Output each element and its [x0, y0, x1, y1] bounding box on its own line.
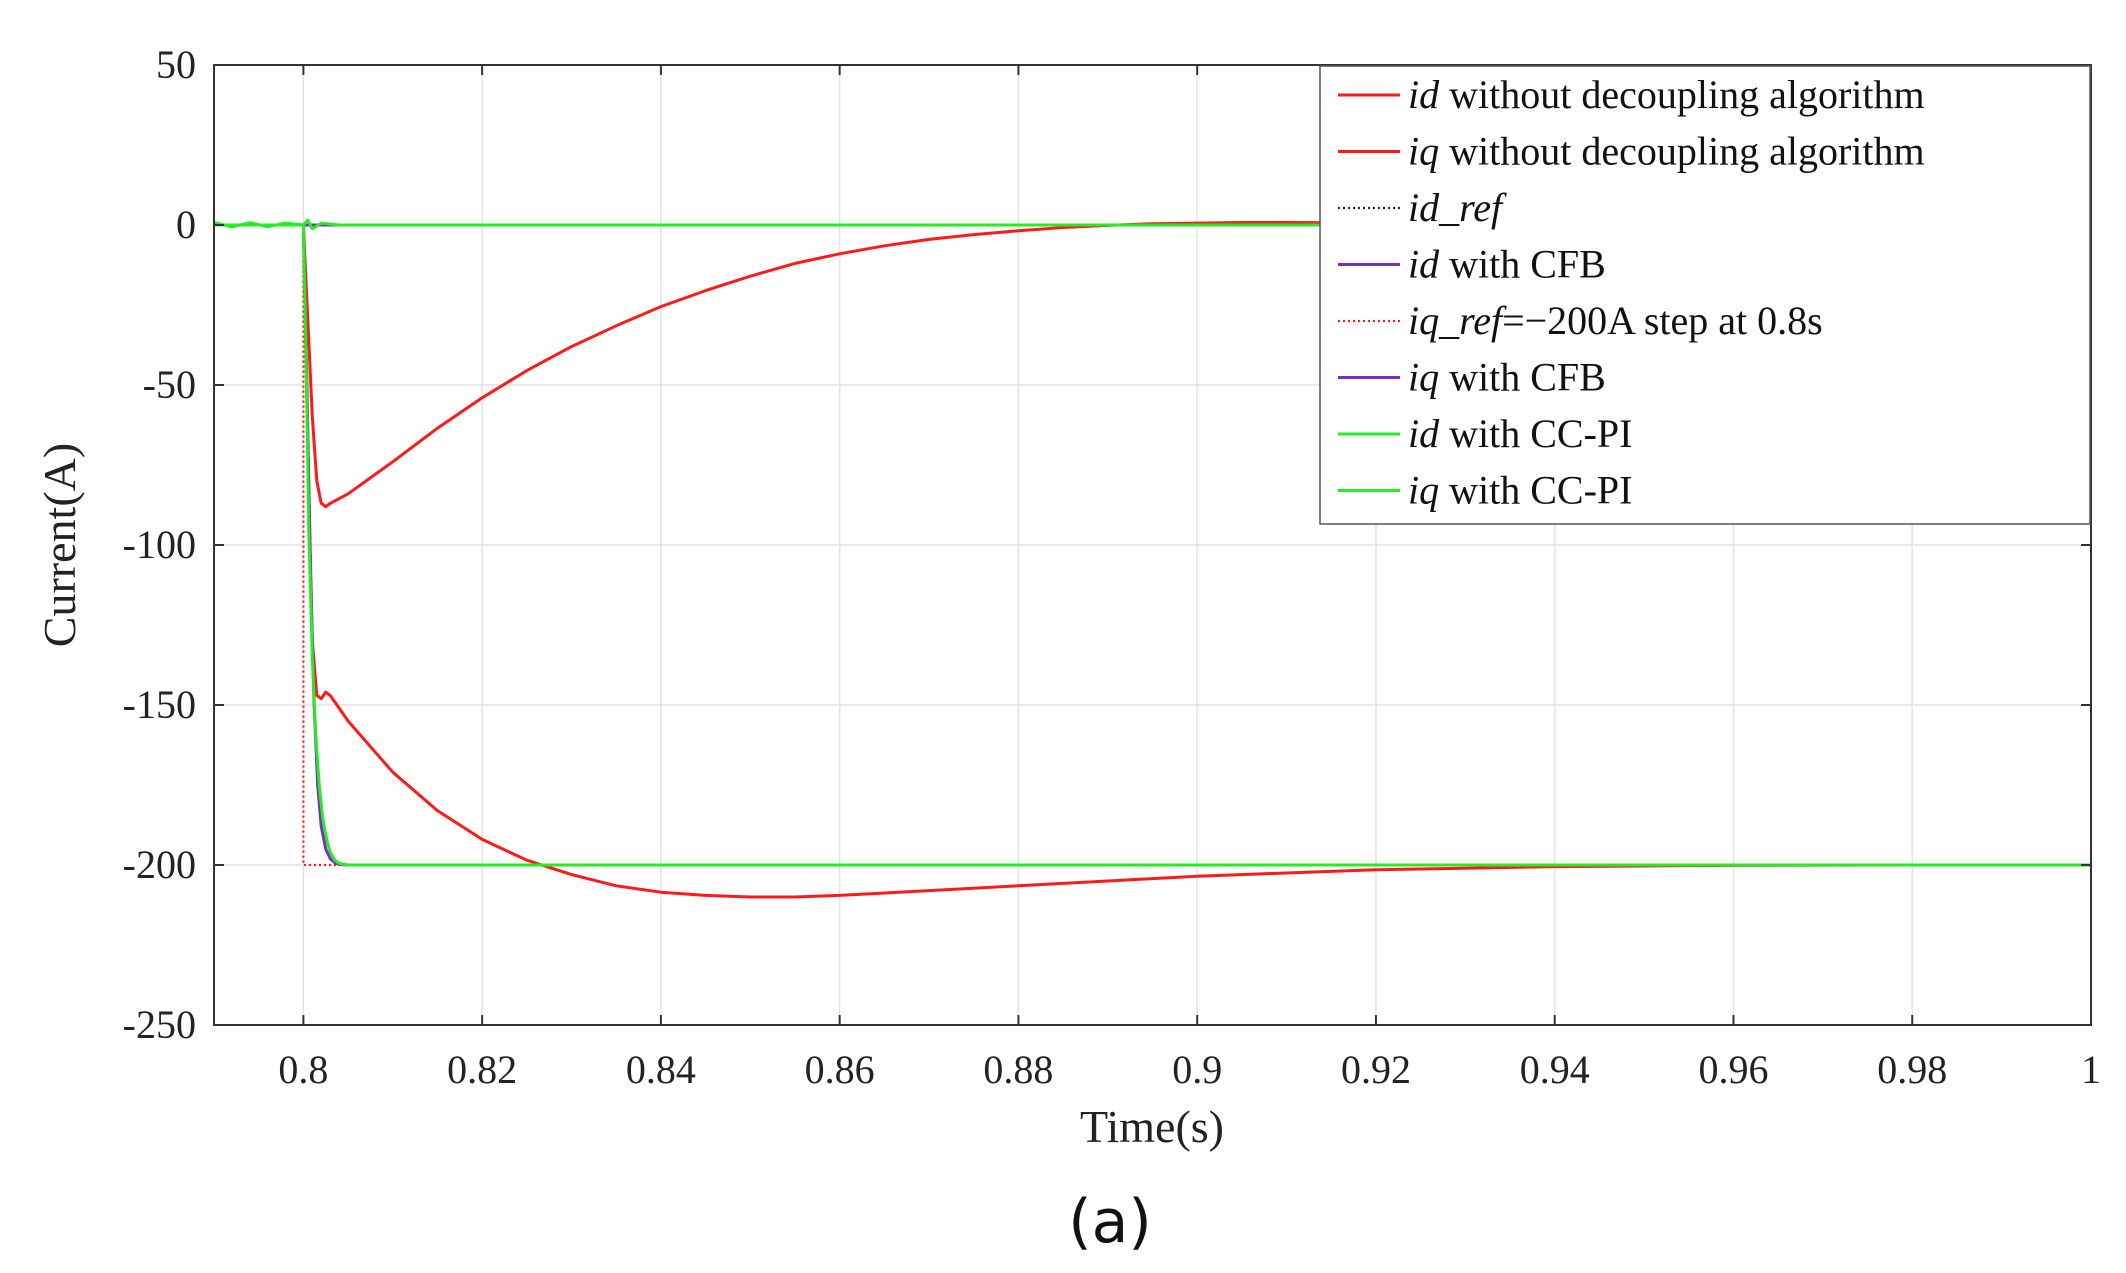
x-tick-label: 0.96 [1698, 1047, 1768, 1092]
x-tick-label: 0.94 [1520, 1047, 1590, 1092]
legend-entry-label: with CC-PI [1439, 411, 1632, 456]
legend-entry-label: with CFB [1439, 355, 1606, 400]
legend-entry-5: iq with CFB [1408, 355, 1606, 400]
series-line-1 [214, 223, 2091, 899]
x-tick-label: 0.9 [1172, 1047, 1222, 1092]
legend-entry-label: =−200A step at 0.8s [1502, 298, 1823, 343]
legend-entry-label: with CFB [1439, 242, 1606, 287]
legend-entry-1: iq without decoupling algorithm [1408, 129, 1925, 174]
y-tick-label: -200 [123, 842, 196, 887]
tick-labels: 0.8 0.82 0.84 0.86 0.88 0.9 0.92 0.94 0.96 0.98 1 5… [123, 42, 2101, 1092]
x-tick-label: 0.98 [1877, 1047, 1947, 1092]
legend-entry-4: iq_ref=−200A step at 0.8s [1408, 298, 1823, 343]
legend-entry-2: id_ref [1408, 185, 1507, 230]
legend-entry-symbol: iq [1408, 468, 1439, 513]
legend-entry-label: without decoupling algorithm [1439, 129, 1925, 174]
series-line-7 [214, 223, 2091, 867]
figure-caption: (a) [1068, 1187, 1152, 1257]
legend-entry-6: id with CC-PI [1408, 411, 1632, 456]
legend-box [1319, 65, 2091, 525]
y-tick-label: -150 [123, 682, 196, 727]
legend-entry-symbol: iq_ref [1408, 298, 1507, 343]
legend-entry-label: with CC-PI [1439, 468, 1632, 513]
legend-entry-symbol: id [1408, 72, 1440, 117]
y-tick-label: -100 [123, 522, 196, 567]
legend-entry-0: id without decoupling algorithm [1408, 72, 1925, 117]
legend-entry-symbol: id [1408, 411, 1440, 456]
x-tick-label: 0.84 [626, 1047, 696, 1092]
x-axis-label: Time(s) [1080, 1101, 1224, 1152]
x-tick-label: 0.92 [1341, 1047, 1411, 1092]
x-tick-label: 0.88 [983, 1047, 1053, 1092]
x-tick-label: 0.8 [278, 1047, 328, 1092]
legend-entry-7: iq with CC-PI [1408, 468, 1632, 513]
legend-entry-3: id with CFB [1408, 242, 1606, 287]
x-tick-label: 0.86 [805, 1047, 875, 1092]
y-tick-label: -250 [123, 1002, 196, 1047]
x-tick-label: 0.82 [447, 1047, 517, 1092]
y-tick-label: -50 [143, 362, 196, 407]
y-axis-label: Current(A) [34, 443, 85, 647]
y-tick-label: 0 [176, 202, 196, 247]
legend-entry-symbol: id [1408, 242, 1440, 287]
x-tick-label: 1 [2081, 1047, 2101, 1092]
legend-entry-symbol: iq [1408, 129, 1439, 174]
legend-entry-label: without decoupling algorithm [1439, 72, 1925, 117]
series-line-6 [213, 218, 2091, 231]
y-tick-label: 50 [156, 42, 196, 87]
legend-entry-symbol: id_ref [1408, 185, 1507, 230]
legend-entry-symbol: iq [1408, 355, 1439, 400]
